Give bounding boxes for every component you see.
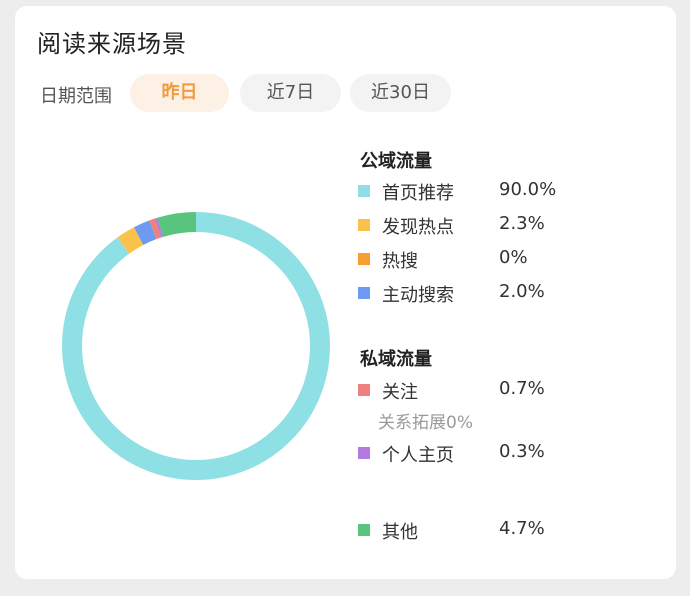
- square-swatch-icon: [358, 219, 370, 231]
- square-swatch-icon: [358, 384, 370, 396]
- legend-label: 首页推荐: [382, 183, 454, 204]
- square-swatch-icon: [358, 287, 370, 299]
- square-swatch-icon: [358, 185, 370, 197]
- legend-value: 0%: [499, 247, 528, 268]
- square-swatch-icon: [358, 447, 370, 459]
- relation-expand-note: 关系拓展0%: [378, 413, 473, 433]
- legend-value: 2.3%: [499, 213, 545, 234]
- legend-label: 关注: [382, 382, 418, 403]
- legend-label: 个人主页: [382, 445, 454, 466]
- legend-value: 0.7%: [499, 378, 545, 399]
- card-title: 阅读来源场景: [37, 30, 187, 58]
- private-traffic-title: 私域流量: [360, 349, 432, 370]
- donut-slice-7: [62, 212, 330, 480]
- legend-item-discover-hot: 发现热点 2.3%: [358, 213, 608, 239]
- legend-item-hot-search: 热搜 0%: [358, 247, 608, 273]
- legend-item-active-search: 主动搜索 2.0%: [358, 281, 608, 307]
- legend-value: 4.7%: [499, 518, 545, 539]
- legend-item-other: 其他 4.7%: [358, 518, 608, 544]
- legend-value: 90.0%: [499, 179, 557, 200]
- legend-item-profile-page: 个人主页 0.3%: [358, 441, 608, 467]
- legend-label: 发现热点: [382, 217, 454, 238]
- legend-label: 热搜: [382, 251, 418, 272]
- square-swatch-icon: [358, 524, 370, 536]
- legend-value: 0.3%: [499, 441, 545, 462]
- square-swatch-icon: [358, 253, 370, 265]
- legend-label: 其他: [382, 522, 418, 543]
- reading-source-card: [15, 6, 676, 579]
- public-traffic-title: 公域流量: [360, 151, 432, 172]
- range-7-days-button[interactable]: 近7日: [240, 74, 341, 112]
- range-30-days-button[interactable]: 近30日: [350, 74, 451, 112]
- legend-item-follow: 关注 0.7%: [358, 378, 608, 404]
- legend-value: 2.0%: [499, 281, 545, 302]
- legend-item-home-recommend: 首页推荐 90.0%: [358, 179, 608, 205]
- donut-slice-0: [62, 212, 330, 480]
- range-yesterday-button[interactable]: 昨日: [130, 74, 229, 112]
- legend-label: 主动搜索: [382, 285, 454, 306]
- source-donut-chart: [62, 212, 330, 480]
- date-range-label: 日期范围: [40, 86, 112, 107]
